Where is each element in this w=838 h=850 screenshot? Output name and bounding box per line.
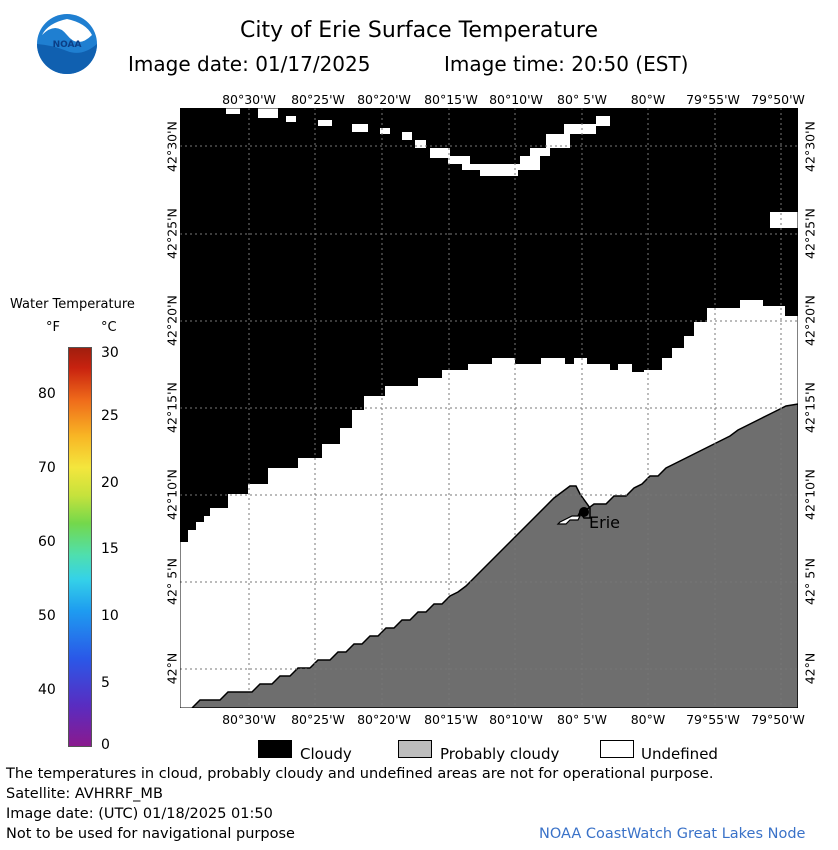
lon-label: 80°20'W bbox=[357, 92, 411, 107]
lat-label: 42°10'N bbox=[164, 469, 180, 520]
probably-cloudy-label: Probably cloudy bbox=[440, 745, 560, 763]
undefined-label: Undefined bbox=[641, 745, 718, 763]
cloudy-swatch bbox=[258, 740, 292, 758]
lon-label: 80°10'W bbox=[489, 92, 543, 107]
map-grid bbox=[180, 108, 798, 708]
lon-label: 80°10'W bbox=[489, 712, 543, 727]
legend-title: Water Temperature bbox=[10, 297, 135, 312]
lat-label: 42°N bbox=[164, 652, 180, 685]
f-tick: 40 bbox=[38, 682, 56, 698]
lon-label: 80°W bbox=[630, 92, 666, 107]
c-tick: 0 bbox=[101, 737, 110, 753]
lon-label: 80°20'W bbox=[357, 712, 411, 727]
probably-cloudy-swatch bbox=[398, 740, 432, 758]
unit-f: °F bbox=[46, 320, 60, 335]
satellite-info: Satellite: AVHRRF_MB bbox=[6, 786, 163, 802]
page-title: City of Erie Surface Temperature bbox=[239, 18, 599, 43]
undefined-swatch bbox=[600, 740, 634, 758]
lon-label: 80°30'W bbox=[222, 92, 276, 107]
lon-label: 80°30'W bbox=[222, 712, 276, 727]
lat-label: 42° 5'N bbox=[164, 558, 180, 605]
f-tick: 70 bbox=[38, 460, 56, 476]
c-tick: 10 bbox=[101, 608, 119, 624]
lon-label: 80°25'W bbox=[291, 712, 345, 727]
image-date: Image date: 01/17/2025 bbox=[128, 52, 371, 76]
f-tick: 50 bbox=[38, 608, 56, 624]
unit-c: °C bbox=[101, 320, 117, 335]
lon-label: 80°25'W bbox=[291, 92, 345, 107]
lon-label: 80°15'W bbox=[424, 92, 478, 107]
lat-label: 42°30'N bbox=[802, 121, 818, 172]
lon-label: 79°55'W bbox=[686, 712, 740, 727]
lon-label: 80° 5'W bbox=[557, 712, 607, 727]
logo-text: NOAA bbox=[53, 40, 82, 50]
cloudy-label: Cloudy bbox=[300, 745, 352, 763]
disclaimer: The temperatures in cloud, probably clou… bbox=[6, 766, 714, 782]
lat-label: 42°15'N bbox=[802, 382, 818, 433]
lat-label: 42° 5'N bbox=[802, 558, 818, 605]
lat-label: 42°15'N bbox=[164, 382, 180, 433]
lat-label: 42°30'N bbox=[164, 121, 180, 172]
lon-label: 80° 5'W bbox=[557, 92, 607, 107]
lon-label: 79°55'W bbox=[686, 92, 740, 107]
image-time: Image time: 20:50 (EST) bbox=[444, 52, 689, 76]
lon-label: 79°50'W bbox=[751, 712, 805, 727]
c-tick: 25 bbox=[101, 408, 119, 424]
f-tick: 60 bbox=[38, 534, 56, 550]
lon-label: 80°15'W bbox=[424, 712, 478, 727]
lat-label: 42°25'N bbox=[164, 208, 180, 259]
lat-label: 42°20'N bbox=[164, 295, 180, 346]
navigation-warning: Not to be used for navigational purpose bbox=[6, 826, 295, 842]
lon-label: 79°50'W bbox=[751, 92, 805, 107]
lat-label: 42°10'N bbox=[802, 469, 818, 520]
utc-date: Image date: (UTC) 01/18/2025 01:50 bbox=[6, 806, 273, 822]
c-tick: 30 bbox=[101, 345, 119, 361]
map-area bbox=[180, 108, 798, 708]
c-tick: 20 bbox=[101, 475, 119, 491]
cloudy-region bbox=[180, 108, 798, 542]
noaa-logo-icon: NOAA bbox=[36, 13, 98, 75]
f-tick: 80 bbox=[38, 386, 56, 402]
erie-marker-icon bbox=[556, 507, 589, 525]
lat-label: 42°20'N bbox=[802, 295, 818, 346]
lat-label: 42°25'N bbox=[802, 208, 818, 259]
city-label: Erie bbox=[589, 513, 620, 532]
c-tick: 5 bbox=[101, 675, 110, 691]
lon-label: 80°W bbox=[630, 712, 666, 727]
c-tick: 15 bbox=[101, 541, 119, 557]
credit-link[interactable]: NOAA CoastWatch Great Lakes Node bbox=[539, 826, 806, 842]
lat-label: 42°N bbox=[802, 652, 818, 685]
temperature-colorbar bbox=[68, 347, 92, 747]
probably-cloudy-region bbox=[190, 403, 798, 708]
